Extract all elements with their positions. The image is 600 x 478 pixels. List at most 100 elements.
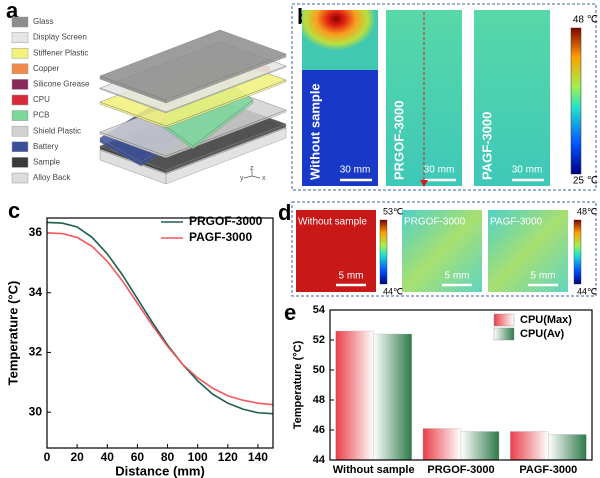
colorbar-label: 25 ℃ — [573, 176, 598, 187]
legend-swatch — [11, 63, 29, 75]
y-tick-label: 34 — [29, 285, 43, 299]
bar — [422, 428, 462, 461]
x-tick-label: 140 — [248, 450, 268, 464]
y-axis-label: Temperature (°C) — [5, 281, 20, 386]
colorbar — [573, 219, 582, 285]
colorbar — [379, 219, 388, 285]
legend-label: CPU(Max) — [520, 314, 572, 326]
scale-label: 30 mm — [512, 165, 543, 176]
panel-b-frame — [291, 3, 597, 191]
bar — [548, 434, 587, 461]
legend-swatch — [11, 125, 29, 137]
plot-frame — [329, 309, 593, 461]
colorbar-label: 44℃ — [577, 286, 597, 296]
scale-label: 30 mm — [340, 165, 371, 176]
legend-swatch — [11, 94, 29, 106]
legend-label: PRGOF-3000 — [189, 214, 263, 228]
thermal-map — [402, 210, 482, 292]
sample-label: PAGF-3000 — [479, 112, 494, 180]
axis-glyph: y — [240, 175, 244, 182]
series-line — [46, 221, 274, 415]
panel-letter: e — [284, 300, 296, 325]
legend-swatch — [11, 16, 29, 28]
legend-label: Glass — [33, 17, 53, 26]
legend-swatch — [11, 47, 29, 59]
x-tick-label: Without sample — [333, 464, 415, 476]
legend-label: Display Screen — [33, 33, 87, 42]
y-tick-label: 44 — [313, 454, 326, 466]
scale-label: 5 mm — [531, 271, 556, 282]
bar — [460, 431, 500, 461]
legend-label: Battery — [33, 142, 58, 151]
legend-label: Silicone Grease — [33, 80, 90, 89]
bar — [510, 431, 549, 461]
x-tick-label: 20 — [70, 450, 84, 464]
sample-label: PRGOF-3000 — [391, 101, 406, 180]
exploded-view — [99, 29, 287, 185]
axis-glyph: z — [250, 165, 254, 172]
x-tick-label: 60 — [131, 450, 145, 464]
y-tick-label: 54 — [313, 304, 326, 316]
legend-label: Sample — [33, 158, 61, 167]
legend-swatch — [493, 313, 515, 327]
legend-swatch — [11, 79, 29, 90]
legend-label: CPU(Av) — [520, 328, 565, 340]
axis-arrows — [243, 170, 261, 179]
x-tick-label: 120 — [218, 450, 238, 464]
legend-label: Stiffener Plastic — [33, 48, 88, 57]
axis-glyph: x — [262, 175, 266, 182]
legend-label: Shield Plastic — [33, 126, 81, 135]
legend-label: Alloy Back — [33, 173, 71, 182]
y-tick-label: 36 — [29, 225, 43, 239]
scale-label: 30 mm — [424, 165, 455, 176]
scale-label: 5 mm — [339, 271, 364, 282]
colorbar-label: 48 ℃ — [573, 15, 598, 26]
legend-label: PAGF-3000 — [189, 230, 252, 244]
sample-label: Without sample — [307, 83, 322, 180]
x-axis-label: Distance (mm) — [115, 463, 205, 478]
x-tick-label: 100 — [188, 450, 208, 464]
colorbar-label: 53℃ — [383, 206, 403, 216]
thermal-map — [296, 210, 376, 292]
series-line — [46, 232, 274, 406]
colorbar — [570, 27, 582, 175]
legend-label: PCB — [33, 111, 49, 120]
legend-swatch — [11, 157, 29, 168]
sample-label: PAGF-3000 — [490, 217, 542, 228]
legend-swatch — [11, 110, 29, 121]
legend-swatch — [11, 172, 29, 184]
y-tick-label: 52 — [313, 334, 325, 346]
legend-swatch — [493, 327, 515, 341]
layer — [99, 29, 287, 101]
legend-swatch — [11, 141, 29, 153]
x-tick-label: 40 — [101, 450, 115, 464]
bar — [373, 333, 412, 461]
x-tick-label: PAGF-3000 — [519, 464, 577, 476]
y-tick-label: 46 — [313, 424, 325, 436]
colorbar-label: 44℃ — [383, 286, 403, 296]
sample-label: PRGOF-3000 — [404, 217, 466, 228]
panel-d-frame — [291, 201, 597, 297]
panel-letter: d — [278, 200, 291, 225]
colorbar-label: 48℃ — [577, 206, 597, 216]
y-tick-label: 30 — [29, 404, 43, 418]
legend-swatch — [11, 32, 29, 43]
sample-label: Without sample — [298, 217, 367, 228]
panel-letter: c — [8, 198, 20, 223]
legend-label: CPU — [33, 95, 50, 104]
x-tick-label: 80 — [161, 450, 175, 464]
x-tick-label: PRGOF-3000 — [427, 464, 494, 476]
plot-frame — [46, 217, 274, 449]
x-tick-label: 0 — [44, 450, 51, 464]
probe-arrow — [420, 180, 428, 187]
y-tick-label: 32 — [29, 345, 43, 359]
thermal-map-hot — [302, 10, 378, 70]
thermal-map — [488, 210, 568, 292]
scale-label: 5 mm — [445, 271, 470, 282]
legend-label: Copper — [33, 64, 60, 73]
y-tick-label: 48 — [313, 394, 325, 406]
bar — [335, 330, 374, 461]
thermal-map — [474, 10, 550, 186]
